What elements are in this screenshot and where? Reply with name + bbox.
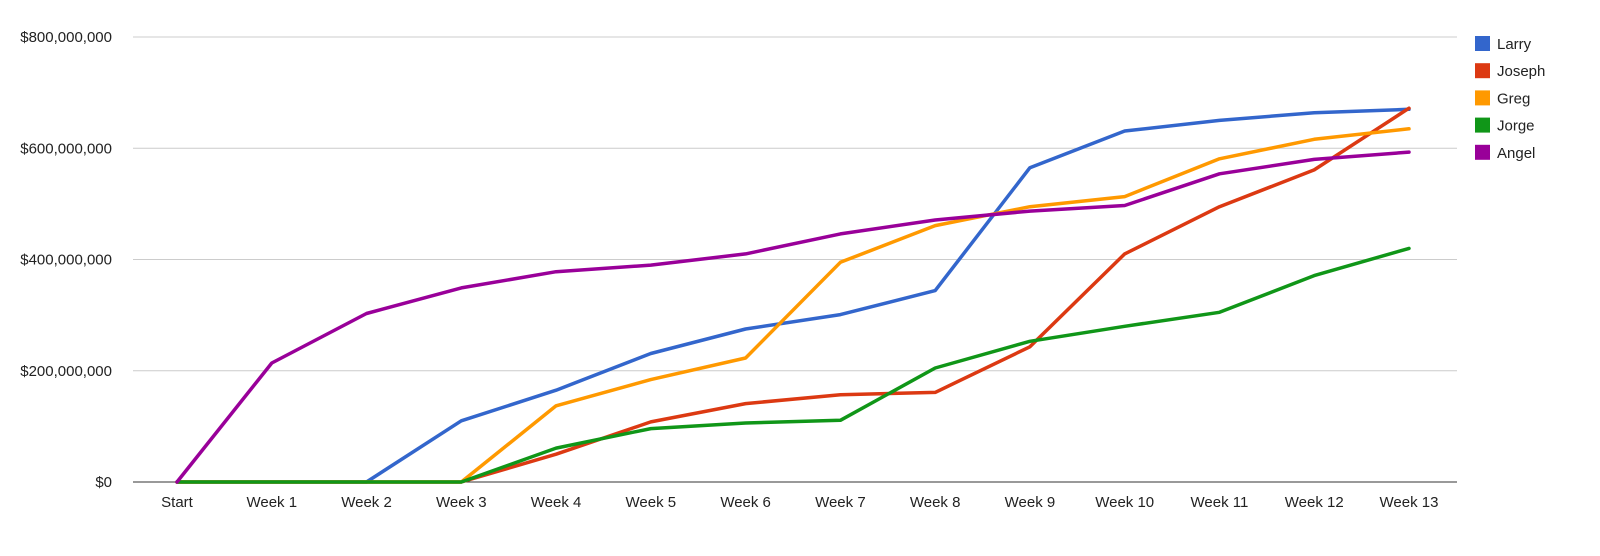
legend-item-larry[interactable]: Larry xyxy=(1475,36,1532,53)
x-tick-label: Week 8 xyxy=(910,494,961,511)
legend-item-greg[interactable]: Greg xyxy=(1475,90,1530,107)
x-axis-ticks: Start Week 1 Week 2 Week 3 Week 4 Week 5 Week … xyxy=(161,494,1438,511)
legend-item-jorge[interactable]: Jorge xyxy=(1475,117,1535,135)
legend-label: Jorge xyxy=(1497,118,1535,135)
x-tick-label: Week 6 xyxy=(720,494,771,511)
legend-swatch xyxy=(1475,90,1490,106)
series-line-angel xyxy=(175,150,1411,484)
x-tick-label: Week 2 xyxy=(341,494,392,511)
legend-label: Angel xyxy=(1497,145,1535,162)
series-line-joseph xyxy=(175,106,1411,484)
y-tick-label: $400,000,000 xyxy=(20,252,112,269)
x-tick-label: Week 5 xyxy=(626,494,677,511)
legend-label: Larry xyxy=(1497,36,1532,53)
y-tick-label: $800,000,000 xyxy=(20,29,112,46)
x-tick-label: Week 3 xyxy=(436,494,487,511)
legend-swatch xyxy=(1475,117,1490,133)
series-line-greg xyxy=(175,127,1411,484)
y-tick-label: $0 xyxy=(95,474,112,491)
legend-label: Greg xyxy=(1497,90,1530,107)
series-line-jorge xyxy=(175,246,1411,484)
x-tick-label: Week 12 xyxy=(1285,494,1344,511)
x-tick-label: Week 13 xyxy=(1380,494,1439,511)
series-line-larry xyxy=(175,107,1411,484)
legend-item-joseph[interactable]: Joseph xyxy=(1475,63,1545,80)
series-lines xyxy=(175,106,1411,484)
legend-swatch xyxy=(1475,144,1490,160)
x-tick-label: Week 9 xyxy=(1005,494,1056,511)
x-tick-label: Week 7 xyxy=(815,494,866,511)
x-tick-label: Week 4 xyxy=(531,494,582,511)
x-tick-label: Week 10 xyxy=(1095,494,1154,511)
legend: Larry Joseph Greg Jorge Angel xyxy=(1475,36,1545,162)
gridlines xyxy=(133,36,1457,483)
x-tick-label: Week 1 xyxy=(246,494,297,511)
x-tick-label: Start xyxy=(161,494,194,511)
legend-swatch xyxy=(1475,36,1490,51)
y-axis-ticks: $0 $200,000,000 $400,000,000 $600,000,000 $8… xyxy=(20,29,112,491)
y-tick-label: $600,000,000 xyxy=(20,140,112,157)
legend-label: Joseph xyxy=(1497,63,1545,80)
x-tick-label: Week 11 xyxy=(1191,494,1249,511)
y-tick-label: $200,000,000 xyxy=(20,363,112,380)
legend-item-angel[interactable]: Angel xyxy=(1475,144,1535,162)
legend-swatch xyxy=(1475,63,1490,79)
